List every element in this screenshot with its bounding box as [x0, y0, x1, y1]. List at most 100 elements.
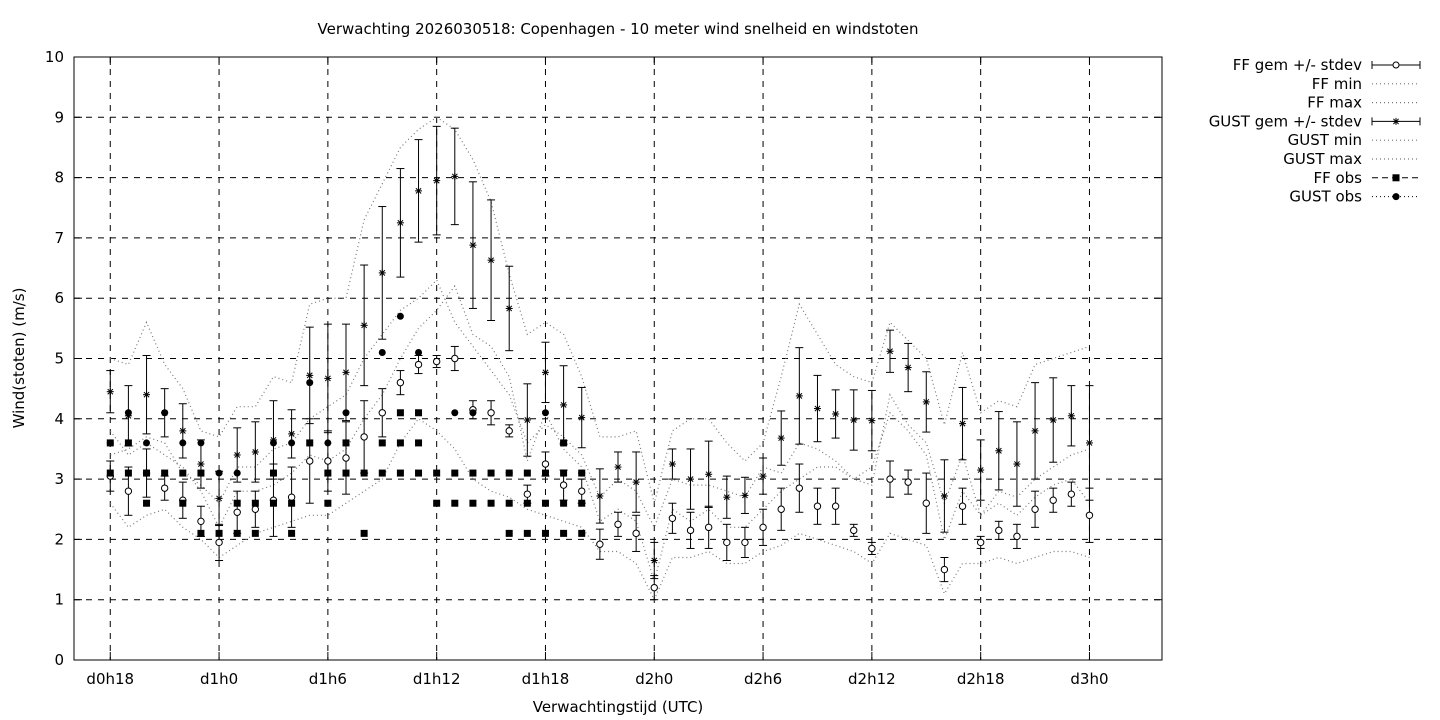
ff-obs-point [487, 469, 495, 477]
ff-mean-point [723, 538, 731, 547]
ff-mean-point [1013, 532, 1021, 541]
ff-mean-point [197, 517, 205, 526]
gust-mean-point [777, 434, 785, 442]
legend-label: GUST max [1283, 150, 1362, 168]
ff-obs-point [541, 529, 549, 537]
ff-obs-point [233, 499, 241, 507]
gust-mean-point [959, 420, 967, 428]
gust-mean-point [197, 460, 205, 468]
gust-mean-point [596, 492, 604, 500]
ff-obs-point [415, 439, 423, 447]
legend-label: GUST min [1288, 131, 1362, 149]
gust-mean-point [578, 414, 586, 422]
ff-mean-point [342, 454, 350, 462]
ff-mean-point [632, 529, 640, 538]
y-tick-label: 2 [54, 530, 64, 548]
ff-obs-point [523, 469, 531, 477]
x-tick-label: d1h18 [522, 670, 570, 688]
ff-obs-point [560, 469, 568, 477]
y-tick-label: 8 [54, 169, 64, 187]
legend-label: FF gem +/- stdev [1233, 56, 1362, 74]
gust-mean-point [795, 392, 803, 400]
ff-obs-point [342, 439, 350, 447]
ff-mean-point [596, 540, 604, 548]
ff-obs-point [143, 499, 151, 507]
ff-obs-point [469, 469, 477, 477]
gust-obs-point [269, 439, 277, 447]
ff-mean-point [559, 481, 568, 489]
y-tick-label: 5 [54, 350, 64, 368]
ff-obs-point [541, 469, 549, 477]
legend-label: FF max [1307, 94, 1362, 112]
gust-mean-point [977, 466, 985, 474]
gust-obs-point [124, 409, 132, 417]
ff-mean-point [759, 523, 767, 532]
legend-ff-mean-marker [1392, 61, 1400, 69]
gust-mean-point [650, 557, 658, 565]
gust-mean-point [378, 269, 386, 277]
gust-mean-point [995, 447, 1003, 455]
ff-obs-point [233, 529, 241, 537]
ff-obs-point [269, 499, 277, 507]
gust-mean-point [306, 371, 314, 379]
gust-mean-point [541, 368, 549, 376]
gust-mean-point [415, 187, 423, 195]
gust-obs-point [288, 439, 296, 447]
gust-obs-point [469, 409, 477, 417]
ff-obs-point [433, 499, 441, 507]
gust-obs-point [306, 379, 314, 387]
gust-mean-point [1049, 416, 1057, 424]
ff-obs-point [523, 499, 531, 507]
y-tick-label: 10 [45, 48, 64, 66]
ff-mean-point [523, 490, 532, 498]
gust-obs-point [541, 409, 549, 417]
ff-mean-point [650, 583, 658, 592]
gust-obs-point [324, 439, 332, 447]
gust-mean-point [288, 430, 296, 438]
ff-mean-point [940, 565, 949, 574]
gust-mean-point [614, 463, 622, 471]
legend-label: FF min [1312, 75, 1362, 93]
ff-mean-point [958, 502, 967, 510]
ff-obs-point [505, 499, 513, 507]
ff-mean-point [831, 502, 840, 510]
gust-obs-point [197, 439, 205, 447]
ff-obs-point [415, 469, 423, 477]
gust-mean-point [342, 368, 350, 376]
ff-mean-point [813, 502, 822, 510]
ff-mean-point [160, 484, 169, 492]
ff-mean-point [904, 478, 912, 486]
x-tick-label: d0h18 [86, 670, 134, 688]
gust-mean-point [560, 401, 568, 409]
gust-mean-point [904, 364, 912, 372]
ff-obs-point [251, 529, 259, 537]
ff-obs-point [560, 499, 568, 507]
gust-mean-point [1085, 439, 1093, 447]
gust-mean-point [1031, 427, 1039, 435]
legend-label: FF obs [1313, 169, 1362, 187]
ff-obs-point [578, 529, 586, 537]
ff-mean-point [306, 457, 314, 465]
gust-mean-point [632, 478, 640, 486]
legend-gust-mean-marker [1392, 117, 1400, 125]
ff-obs-point [179, 499, 187, 507]
x-tick-label: d1h0 [200, 670, 238, 688]
x-tick-label: d2h0 [635, 670, 673, 688]
ff-obs-point [360, 529, 368, 537]
ff-obs-point [342, 469, 350, 477]
gust-mean-point [886, 347, 894, 355]
ff-mean-point [668, 514, 677, 522]
ff-obs-point [288, 529, 296, 537]
ff-mean-point [868, 544, 876, 553]
ff-obs-point [469, 499, 477, 507]
gust-obs-point [451, 409, 459, 417]
ff-obs-point [269, 469, 277, 477]
ff-obs-point [451, 499, 459, 507]
ff-obs-point [124, 469, 132, 477]
chart-title: Verwachting 2026030518: Copenhagen - 10 … [318, 20, 919, 38]
ff-mean-point [324, 457, 332, 465]
gust-obs-point [560, 439, 568, 447]
plot-area: 0 1 2 3 4 5 6 7 8 9 10 d0h18 d1h0 d1h6 d1h12 d1h18 d2h0 d… [45, 48, 1163, 688]
gust-mean-point [251, 448, 259, 456]
